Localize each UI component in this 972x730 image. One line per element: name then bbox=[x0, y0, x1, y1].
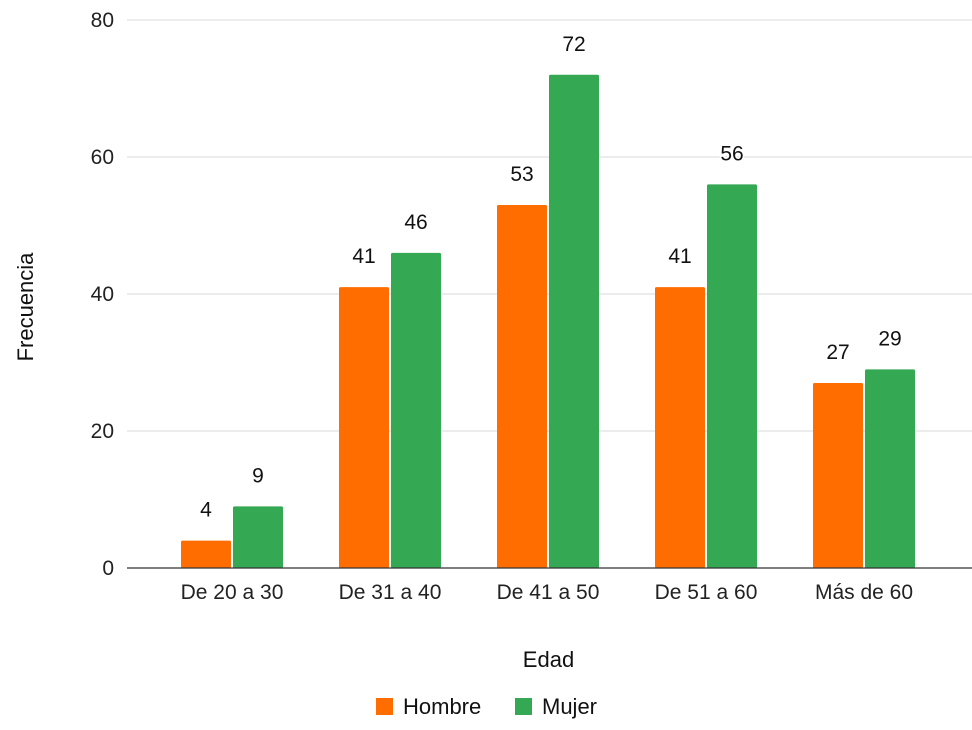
bar-mujer bbox=[391, 252, 441, 568]
legend-label-hombre: Hombre bbox=[403, 694, 481, 719]
x-tick-label: De 31 a 40 bbox=[339, 581, 442, 604]
legend-swatch-hombre bbox=[376, 698, 393, 715]
bar-hombre bbox=[497, 204, 547, 568]
y-axis-title: Frecuencia bbox=[13, 252, 38, 362]
x-tick-label: De 41 a 50 bbox=[497, 581, 600, 604]
data-label: 29 bbox=[878, 327, 901, 350]
y-tick-label: 60 bbox=[91, 146, 114, 169]
data-labels: 4 9 41 46 53 72 41 56 27 29 bbox=[199, 31, 904, 523]
data-label: 4 bbox=[200, 499, 212, 522]
y-tick-label: 40 bbox=[91, 283, 114, 306]
legend-swatch-mujer bbox=[515, 698, 532, 715]
bar-mujer bbox=[865, 369, 915, 568]
x-tick-label: De 20 a 30 bbox=[181, 581, 284, 604]
y-tick-label: 80 bbox=[91, 9, 114, 32]
data-label: 56 bbox=[720, 142, 743, 165]
legend-label-mujer: Mujer bbox=[542, 694, 597, 719]
y-tick-label: 20 bbox=[91, 420, 114, 443]
bar-hombre bbox=[181, 540, 231, 568]
y-tick-label: 0 bbox=[102, 557, 114, 580]
bar-mujer bbox=[233, 506, 283, 568]
bar-hombre bbox=[339, 287, 389, 568]
data-label: 41 bbox=[352, 245, 375, 268]
x-axis-title: Edad bbox=[523, 647, 574, 672]
bar-hombre bbox=[655, 287, 705, 568]
bar-mujer bbox=[707, 184, 757, 568]
bars bbox=[181, 74, 915, 569]
legend: Hombre Mujer bbox=[376, 694, 597, 719]
bar-mujer bbox=[549, 74, 599, 569]
data-label: 27 bbox=[826, 341, 849, 364]
data-label: 9 bbox=[252, 464, 264, 487]
y-axis-ticks: 0 20 40 60 80 bbox=[91, 9, 114, 580]
bar-hombre bbox=[813, 383, 863, 568]
x-axis-ticks: De 20 a 30 De 31 a 40 De 41 a 50 De 51 a 60… bbox=[181, 581, 913, 604]
data-label: 46 bbox=[404, 211, 427, 234]
data-label: 41 bbox=[668, 245, 691, 268]
x-tick-label: De 51 a 60 bbox=[655, 581, 758, 604]
data-label: 72 bbox=[562, 33, 585, 56]
x-tick-label: Más de 60 bbox=[815, 581, 913, 604]
data-label: 53 bbox=[510, 163, 533, 186]
